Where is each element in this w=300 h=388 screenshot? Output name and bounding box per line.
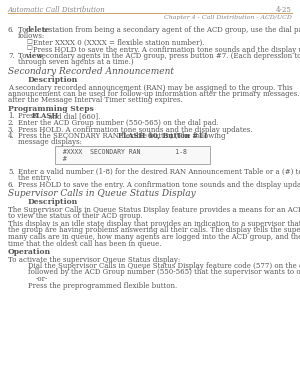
Text: to view the status of their ACD group.: to view the status of their ACD group.	[8, 213, 143, 220]
Text: time that the oldest call has been in queue.: time that the oldest call has been in qu…	[8, 239, 161, 248]
Text: To activate the supervisor Queue Status display:: To activate the supervisor Queue Status …	[8, 256, 180, 263]
Text: Press: Press	[18, 113, 39, 121]
Text: 3.: 3.	[8, 125, 15, 133]
Text: many calls are in queue, how many agents are logged into the ACD group, and the : many calls are in queue, how many agents…	[8, 233, 300, 241]
Text: Automatic Call Distribution: Automatic Call Distribution	[8, 6, 106, 14]
Text: □: □	[26, 39, 32, 44]
Text: Press HOLD to save the entry. A confirmation tone sounds and the display updates: Press HOLD to save the entry. A confirma…	[33, 45, 300, 54]
Text: FLASH: FLASH	[32, 113, 59, 121]
Text: Press the preprogrammed flexible button.: Press the preprogrammed flexible button.	[28, 282, 177, 289]
Text: Supervisor Calls in Queue Status Display: Supervisor Calls in Queue Status Display	[8, 189, 196, 199]
Text: and dial [660].: and dial [660].	[46, 113, 100, 121]
Text: announcement can be used for follow-up information after the primary messages. I: announcement can be used for follow-up i…	[8, 90, 300, 98]
Text: the entry.: the entry.	[18, 175, 52, 182]
Text: □: □	[26, 45, 32, 50]
Text: delete: delete	[26, 26, 50, 34]
Text: a station from being a secondary agent of the ACD group, use the dial pad as: a station from being a secondary agent o…	[40, 26, 300, 34]
Text: followed by the ACD Group number (550-565) that the supervisor wants to observe.: followed by the ACD Group number (550-56…	[28, 268, 300, 277]
Text: secondary agents in the ACD group, press button #7. (Each depression toggles: secondary agents in the ACD group, press…	[36, 52, 300, 60]
Text: through seven agents at a time.): through seven agents at a time.)	[18, 59, 134, 66]
Text: -or-: -or-	[36, 275, 48, 283]
Text: Chapter 4 - Call Distribution - ACD/UCD: Chapter 4 - Call Distribution - ACD/UCD	[164, 15, 292, 20]
Text: #XXXX  SECONDARY RAN         1-8: #XXXX SECONDARY RAN 1-8	[59, 149, 187, 155]
Text: Enter a valid number (1-8) for the desired RAN Announcement Table or a (#) to re: Enter a valid number (1-8) for the desir…	[18, 168, 300, 176]
Text: Enter the ACD Group number (550-565) on the dial pad.: Enter the ACD Group number (550-565) on …	[18, 119, 219, 127]
Text: message displays:: message displays:	[18, 139, 82, 147]
Text: 4.: 4.	[8, 132, 15, 140]
Text: The Supervisor Calls in Queue Status Display feature provides a means for an ACD: The Supervisor Calls in Queue Status Dis…	[8, 206, 300, 214]
Text: Description: Description	[28, 76, 78, 84]
Text: Press HOLD to save the entry. A confirmation tone sounds and the display updates: Press HOLD to save the entry. A confirma…	[18, 181, 300, 189]
Text: A secondary recorded announcement (RAN) may be assigned to the group. This: A secondary recorded announcement (RAN) …	[8, 83, 292, 92]
Text: 6.: 6.	[8, 26, 15, 34]
Text: Enter XXXX 0 (XXXX = flexible station number).: Enter XXXX 0 (XXXX = flexible station nu…	[33, 39, 205, 47]
Text: Operation: Operation	[8, 248, 51, 256]
Text: To: To	[18, 26, 29, 34]
Text: view: view	[26, 52, 43, 60]
Text: Dial the Supervisor Calls in Queue Status Display feature code (577) on the dial: Dial the Supervisor Calls in Queue Statu…	[28, 262, 300, 270]
Text: 4-25: 4-25	[276, 6, 292, 14]
Text: the group are having problems answering all their calls. The display tells the s: the group are having problems answering …	[8, 227, 300, 234]
Text: 2.: 2.	[8, 119, 15, 127]
Text: #: #	[59, 156, 67, 162]
Text: 7.: 7.	[8, 52, 15, 60]
Text: This display is an idle state display that provides an indication to a superviso: This display is an idle state display th…	[8, 220, 300, 228]
Text: Description: Description	[28, 199, 78, 206]
Text: FLASH 60, Button #11: FLASH 60, Button #11	[118, 132, 208, 140]
Text: ). The following: ). The following	[170, 132, 226, 140]
Text: Secondary Recorded Announcement: Secondary Recorded Announcement	[8, 67, 174, 76]
Text: Press the SECONDARY RAN flexible button (: Press the SECONDARY RAN flexible button …	[18, 132, 178, 140]
Text: Press HOLD. A confirmation tone sounds and the display updates.: Press HOLD. A confirmation tone sounds a…	[18, 125, 253, 133]
FancyBboxPatch shape	[55, 146, 210, 164]
Text: 6.: 6.	[8, 181, 15, 189]
Text: To: To	[18, 52, 29, 60]
Text: after the Message Interval Timer setting expires.: after the Message Interval Timer setting…	[8, 97, 183, 104]
Text: follows:: follows:	[18, 33, 45, 40]
Text: Programming Steps: Programming Steps	[8, 105, 94, 113]
Text: 5.: 5.	[8, 168, 15, 176]
Text: 1.: 1.	[8, 113, 15, 121]
